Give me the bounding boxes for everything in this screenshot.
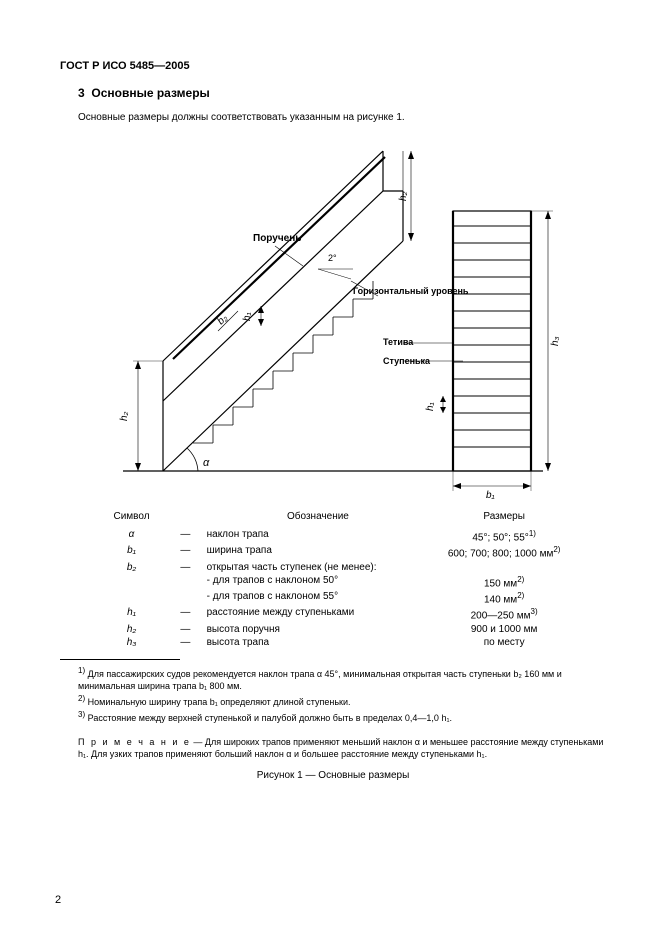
label-handrail: Поручень [253,233,301,244]
dim-b1: b₁ [486,490,495,501]
figure-caption: Рисунок 1 — Основные размеры [60,770,606,781]
dim-h1-right: h₁ [425,402,436,411]
label-horiz: Горизонтальный уровень [353,286,469,296]
footnotes: 1) Для пассажирских судов рекомендуется … [78,666,606,725]
legend-row: b₁—ширина трапа600; 700; 800; 1000 мм2) [93,544,573,560]
dim-h1-left: h₁ [242,312,253,321]
legend-head-desc: Обозначение [201,509,436,528]
intro-text: Основные размеры должны соответствовать … [78,112,606,123]
footnote-2: Номинальную ширину трапа b₁ определяют д… [88,697,351,707]
label-2deg: 2° [328,253,337,263]
label-step: Ступенька [383,356,431,366]
section-title: 3 Основные размеры [78,86,606,100]
legend-table: Символ Обозначение Размеры α—наклон трап… [93,509,573,649]
section-title-text: Основные размеры [91,86,209,100]
note-block: П р и м е ч а н и е — Для широких трапов… [78,736,606,760]
legend-row: - для трапов с наклоном 55°140 мм2) [93,590,573,606]
figure-1: Поручень 2° Горизонтальный уровень Тетив… [103,131,563,501]
legend-row: α—наклон трапа45°; 50°; 55°1) [93,528,573,544]
dim-h2-left: h₂ [119,411,130,421]
dim-h2-top: h₂ [398,191,409,201]
legend-row: - для трапов с наклоном 50°150 мм2) [93,574,573,590]
note-prefix: П р и м е ч а н и е [78,737,191,747]
dim-b2: b₂ [215,313,230,328]
footnote-3: Расстояние между верхней ступенькой и па… [88,713,452,723]
dim-h3: h₃ [550,336,561,346]
legend-row: h₁—расстояние между ступеньками200—250 м… [93,606,573,622]
footnote-rule [60,659,180,660]
legend-head-symbol: Символ [93,509,170,528]
label-stringer: Тетива [383,337,414,347]
doc-id: ГОСТ Р ИСО 5485—2005 [60,60,606,72]
page-number: 2 [55,894,61,906]
footnote-1: Для пассажирских судов рекомендуется нак… [78,669,562,691]
section-number: 3 [78,86,85,100]
legend-row: b₂—открытая часть ступенек (не менее): [93,561,573,574]
legend-head-size: Размеры [435,509,573,528]
legend-row: h₂—высота поручня900 и 1000 мм [93,623,573,636]
legend-row: h₃—высота трапапо месту [93,636,573,649]
dim-alpha: α [203,457,210,469]
